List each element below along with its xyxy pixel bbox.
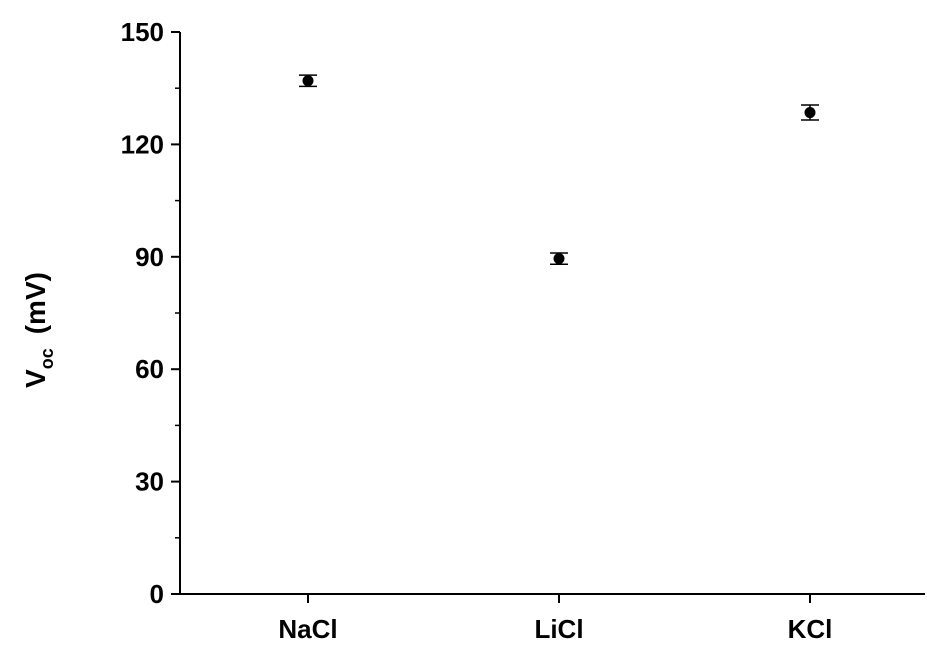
x-tick-label: LiCl [534,614,583,644]
y-axis-title-subscript: oc [37,348,57,369]
y-tick-label: 0 [150,579,164,609]
data-point [303,75,314,86]
y-tick-label: 120 [121,129,164,159]
ticks: 0 30 60 90 120 150 NaCl LiCl KCl [121,17,833,644]
y-axis-title-unit: (mV) [20,272,51,334]
y-tick-label: 30 [135,467,164,497]
y-tick-label: 60 [135,354,164,384]
y-tick-label: 150 [121,17,164,47]
data-point [554,253,565,264]
y-tick-label: 90 [135,242,164,272]
data-point [805,107,816,118]
data-points [299,75,819,264]
x-tick-label: NaCl [278,614,337,644]
y-axis-title-main: V [20,369,51,388]
y-axis-title: Voc (mV) [20,272,57,388]
x-tick-label: KCl [788,614,833,644]
